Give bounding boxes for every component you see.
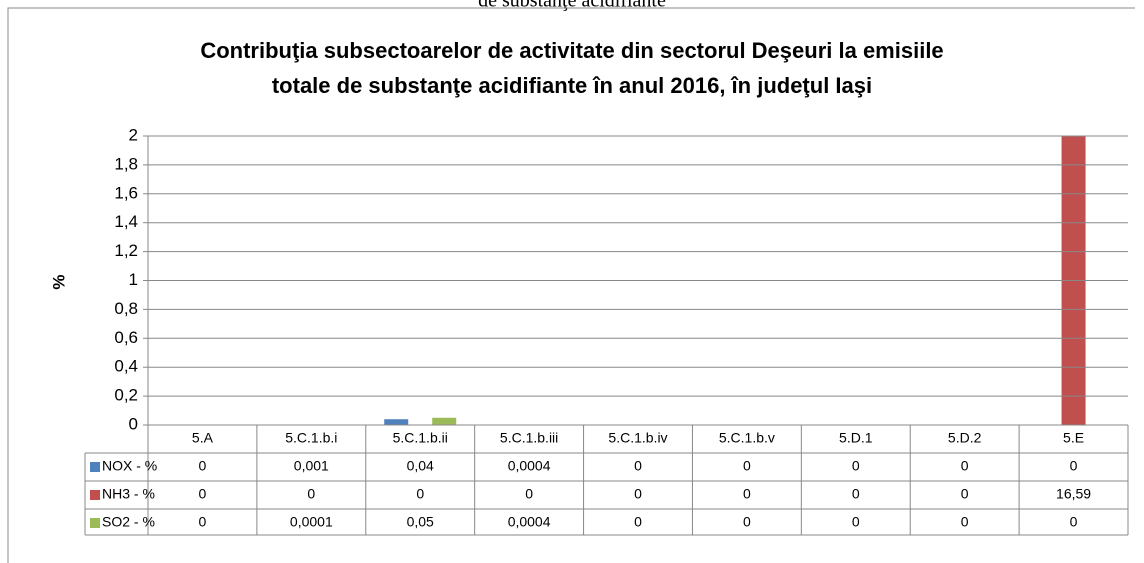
legend-swatch xyxy=(90,490,100,500)
data-label: 0 xyxy=(743,486,751,502)
bar xyxy=(432,417,457,425)
x-tick-label: 5.E xyxy=(1063,430,1084,446)
data-label: 0 xyxy=(199,514,207,530)
bar xyxy=(384,419,409,425)
data-label: 0 xyxy=(634,514,642,530)
data-label: 0,0004 xyxy=(508,458,551,474)
x-tick-label: 5.C.1.b.i xyxy=(285,430,337,446)
y-tick-label: 0,2 xyxy=(114,386,138,405)
y-tick-label: 1,6 xyxy=(114,183,138,202)
data-label: 0 xyxy=(416,486,424,502)
data-label: 0,001 xyxy=(294,458,329,474)
x-tick-label: 5.A xyxy=(192,430,214,446)
y-tick-label: 1,8 xyxy=(114,154,138,173)
legend-label: SO2 - % xyxy=(102,514,155,530)
y-tick-label: 2 xyxy=(129,125,138,144)
data-label: 0 xyxy=(1070,458,1078,474)
chart-frame xyxy=(7,7,1135,563)
data-label: 0 xyxy=(634,458,642,474)
data-label: 0 xyxy=(852,486,860,502)
x-tick-label: 5.C.1.b.iv xyxy=(608,430,667,446)
x-tick-label: 5.D.1 xyxy=(839,430,873,446)
data-label: 0 xyxy=(961,458,969,474)
chart-title: Contribuţia subsectoarelor de activitate… xyxy=(200,38,943,63)
legend-label: NOX - % xyxy=(102,458,157,474)
legend-swatch xyxy=(90,518,100,528)
x-tick-label: 5.D.2 xyxy=(948,430,982,446)
y-tick-label: 0,4 xyxy=(114,357,138,376)
bars xyxy=(275,136,1086,425)
data-label: 0,0004 xyxy=(508,514,551,530)
data-label: 0 xyxy=(743,514,751,530)
legend-swatch xyxy=(90,462,100,472)
data-label: 0 xyxy=(1070,514,1078,530)
y-tick-label: 1,2 xyxy=(114,241,138,260)
x-tick-label: 5.C.1.b.v xyxy=(719,430,775,446)
y-tick-label: 1 xyxy=(129,270,138,289)
legend-label: NH3 - % xyxy=(102,486,155,502)
data-label: 0 xyxy=(525,486,533,502)
data-label: 0,04 xyxy=(407,458,434,474)
x-tick-label: 5.C.1.b.ii xyxy=(393,430,448,446)
data-label: 0 xyxy=(852,458,860,474)
y-axis-label: % xyxy=(49,274,68,289)
chart-title: totale de substanţe acidifiante în anul … xyxy=(272,73,872,98)
data-label: 0 xyxy=(199,458,207,474)
data-label: 0 xyxy=(634,486,642,502)
y-tick-label: 0,6 xyxy=(114,328,138,347)
x-tick-label: 5.C.1.b.iii xyxy=(500,430,558,446)
data-label: 0,05 xyxy=(407,514,434,530)
data-label: 0 xyxy=(852,514,860,530)
y-tick-label: 0 xyxy=(129,414,138,433)
y-tick-label: 0,8 xyxy=(114,299,138,318)
data-label: 0 xyxy=(961,486,969,502)
data-label: 0,0001 xyxy=(290,514,333,530)
bar xyxy=(1061,136,1086,425)
y-tick-label: 1,4 xyxy=(114,212,138,231)
data-label: 16,59 xyxy=(1056,486,1091,502)
data-label: 0 xyxy=(307,486,315,502)
data-label: 0 xyxy=(743,458,751,474)
data-label: 0 xyxy=(961,514,969,530)
caption: de substanţe acidifiante xyxy=(478,0,666,12)
data-label: 0 xyxy=(199,486,207,502)
